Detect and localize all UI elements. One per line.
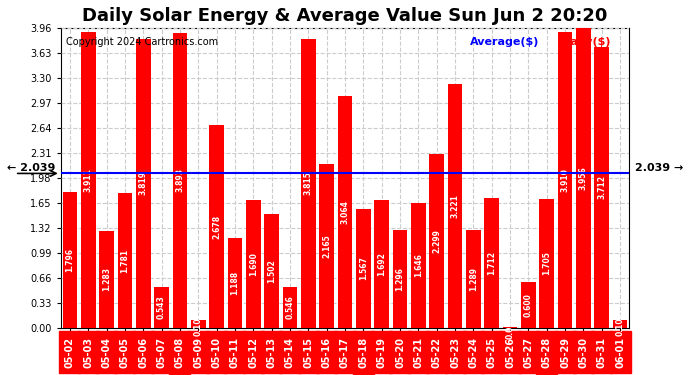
Bar <box>558 32 573 328</box>
Text: 1.283: 1.283 <box>102 267 111 291</box>
Text: 3.819: 3.819 <box>139 171 148 195</box>
Text: 2.039 →: 2.039 → <box>635 164 683 173</box>
Text: 3.893: 3.893 <box>175 168 184 192</box>
Text: 1.705: 1.705 <box>542 251 551 275</box>
Text: 3.910: 3.910 <box>561 168 570 192</box>
Text: 1.289: 1.289 <box>469 267 478 291</box>
Text: 1.296: 1.296 <box>395 267 404 291</box>
Bar <box>448 84 462 328</box>
Bar <box>540 199 554 328</box>
Text: 1.692: 1.692 <box>377 252 386 276</box>
Bar <box>484 198 499 328</box>
Bar <box>209 125 224 328</box>
Bar <box>595 46 609 328</box>
Text: 1.646: 1.646 <box>414 254 423 278</box>
Bar <box>264 214 279 328</box>
Text: 0.546: 0.546 <box>286 296 295 319</box>
Bar <box>393 230 407 328</box>
Bar <box>246 200 261 328</box>
Text: 2.299: 2.299 <box>432 229 441 253</box>
Text: 0.543: 0.543 <box>157 296 166 319</box>
Bar <box>613 320 627 328</box>
Text: 3.911: 3.911 <box>83 168 92 192</box>
Bar <box>576 28 591 328</box>
Text: 3.221: 3.221 <box>451 194 460 218</box>
Text: 1.712: 1.712 <box>487 251 496 275</box>
Bar <box>411 203 426 328</box>
Bar <box>466 230 481 328</box>
Title: Daily Solar Energy & Average Value Sun Jun 2 20:20: Daily Solar Energy & Average Value Sun J… <box>82 7 608 25</box>
Bar <box>228 238 242 328</box>
Text: 0.010: 0.010 <box>506 316 515 339</box>
Text: 2.678: 2.678 <box>212 214 221 238</box>
Text: 1.567: 1.567 <box>359 256 368 280</box>
Bar <box>155 287 169 328</box>
Text: 3.815: 3.815 <box>304 171 313 195</box>
Text: 1.188: 1.188 <box>230 271 239 295</box>
Text: 1.796: 1.796 <box>66 248 75 272</box>
Bar <box>429 154 444 328</box>
Bar <box>521 282 535 328</box>
Bar <box>191 320 206 328</box>
Text: 3.956: 3.956 <box>579 166 588 190</box>
Bar <box>356 209 371 328</box>
Bar <box>283 286 297 328</box>
Text: Average($): Average($) <box>470 37 540 47</box>
Text: Daily($): Daily($) <box>561 37 611 47</box>
Text: 0.101: 0.101 <box>194 312 203 336</box>
Bar <box>172 33 187 328</box>
Bar <box>319 164 334 328</box>
Text: Copyright 2024 Cartronics.com: Copyright 2024 Cartronics.com <box>66 37 219 47</box>
Bar <box>136 39 150 328</box>
Text: 3.712: 3.712 <box>598 175 607 199</box>
Bar <box>99 231 114 328</box>
Bar <box>337 96 353 328</box>
Text: 0.600: 0.600 <box>524 293 533 317</box>
Text: 0.109: 0.109 <box>615 312 624 336</box>
Bar <box>375 200 389 328</box>
Bar <box>63 192 77 328</box>
Text: ← 2.039: ← 2.039 <box>7 164 55 173</box>
Text: 1.502: 1.502 <box>267 259 276 283</box>
Text: 2.165: 2.165 <box>322 234 331 258</box>
Bar <box>503 327 518 328</box>
Text: 3.064: 3.064 <box>340 200 350 224</box>
Bar <box>117 193 132 328</box>
Bar <box>81 32 95 328</box>
Bar <box>301 39 315 328</box>
Text: 1.781: 1.781 <box>120 248 129 273</box>
Text: 1.690: 1.690 <box>249 252 258 276</box>
